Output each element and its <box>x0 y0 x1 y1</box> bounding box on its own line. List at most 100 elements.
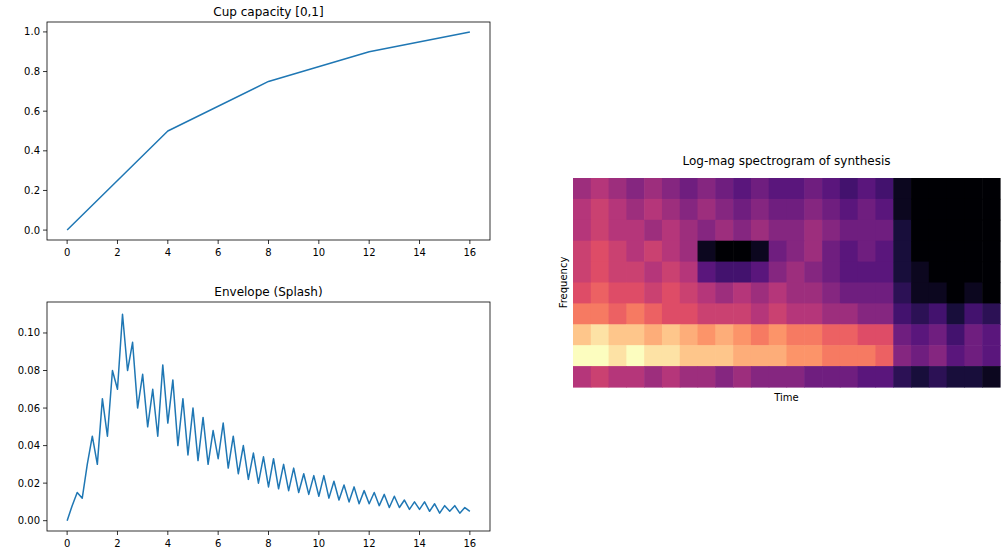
tick-mark <box>218 531 219 535</box>
heat-cell <box>982 303 1000 325</box>
tick-mark <box>43 71 47 72</box>
heat-cell <box>680 178 698 200</box>
heat-cell <box>626 283 644 305</box>
heat-cell <box>982 241 1000 263</box>
heat-cell <box>698 241 716 263</box>
heat-cell <box>804 241 822 263</box>
heat-cell <box>964 345 982 367</box>
heat-cell <box>662 324 680 346</box>
heat-cell <box>929 220 947 242</box>
heat-cell <box>591 262 609 284</box>
heat-cell <box>644 220 662 242</box>
heat-cell <box>733 324 751 346</box>
heat-cell <box>573 199 591 221</box>
heat-cell <box>573 345 591 367</box>
tick-mark <box>268 531 269 535</box>
heat-cell <box>662 220 680 242</box>
heat-cell <box>715 324 733 346</box>
heat-cell <box>875 220 893 242</box>
heat-cell <box>893 324 911 346</box>
heat-cell <box>644 262 662 284</box>
tick-mark <box>117 531 118 535</box>
heat-cell <box>626 324 644 346</box>
heat-cell <box>929 262 947 284</box>
x-tick-label: 10 <box>312 247 325 258</box>
heat-cell <box>644 283 662 305</box>
heat-cell <box>751 345 769 367</box>
heat-cell <box>751 366 769 388</box>
heat-cell <box>769 345 787 367</box>
heat-cell <box>573 324 591 346</box>
x-tick-label: 12 <box>363 247 376 258</box>
heat-cell <box>609 241 627 263</box>
x-tick-label: 14 <box>413 247 426 258</box>
heat-cell <box>840 199 858 221</box>
heat-cell <box>840 220 858 242</box>
tick-mark <box>419 240 420 244</box>
heat-cell <box>626 366 644 388</box>
heat-cell <box>804 283 822 305</box>
y-tick-label: 0.2 <box>24 185 40 196</box>
chart-title: Log-mag spectrogram of synthesis <box>682 154 890 168</box>
x-axis-title: Time <box>773 392 798 403</box>
heat-cell <box>662 262 680 284</box>
heat-cell <box>787 283 805 305</box>
axes-frame <box>47 302 490 531</box>
tick-mark <box>268 240 269 244</box>
heat-cell <box>982 220 1000 242</box>
y-tick-label: 0.4 <box>24 145 40 156</box>
heat-cell <box>698 220 716 242</box>
heat-cell <box>573 262 591 284</box>
heat-cell <box>875 283 893 305</box>
heat-cell <box>893 262 911 284</box>
y-tick-label: 0.04 <box>18 440 40 451</box>
y-axis-title: Frequency <box>558 257 569 309</box>
heat-cell <box>715 178 733 200</box>
tick-mark <box>369 240 370 244</box>
heat-cell <box>947 283 965 305</box>
heat-cell <box>626 303 644 325</box>
heat-cell <box>662 303 680 325</box>
tick-mark <box>43 111 47 112</box>
heat-cell <box>769 303 787 325</box>
heat-cell <box>840 241 858 263</box>
x-tick-label: 8 <box>265 538 271 549</box>
heat-cell <box>769 283 787 305</box>
heat-cell <box>947 178 965 200</box>
heat-cell <box>787 366 805 388</box>
heat-cell <box>804 262 822 284</box>
heat-cell <box>893 199 911 221</box>
heat-cell <box>929 283 947 305</box>
y-tick-label: 0.6 <box>24 106 40 117</box>
heat-cell <box>929 366 947 388</box>
heat-cell <box>822 220 840 242</box>
heat-cell <box>715 220 733 242</box>
heat-cell <box>858 178 876 200</box>
tick-mark <box>43 408 47 409</box>
heat-cell <box>609 324 627 346</box>
plot-area <box>67 314 470 520</box>
heat-cell <box>609 220 627 242</box>
tick-mark <box>167 531 168 535</box>
x-tick-label: 0 <box>64 247 70 258</box>
heat-cell <box>680 324 698 346</box>
heat-cell <box>822 303 840 325</box>
heat-cell <box>644 366 662 388</box>
heat-cell <box>591 178 609 200</box>
heat-cell <box>822 283 840 305</box>
heat-cell <box>822 178 840 200</box>
tick-mark <box>43 520 47 521</box>
y-tick-label: 0.10 <box>18 327 40 338</box>
heat-cell <box>822 199 840 221</box>
heat-cell <box>804 324 822 346</box>
heat-cell <box>715 345 733 367</box>
heat-cell <box>733 199 751 221</box>
heat-cell <box>591 303 609 325</box>
heat-cell <box>858 241 876 263</box>
axes-frame <box>47 22 490 240</box>
heat-cell <box>911 324 929 346</box>
heat-cell <box>787 178 805 200</box>
heat-cell <box>698 366 716 388</box>
heat-cell <box>680 283 698 305</box>
heat-cell <box>609 345 627 367</box>
